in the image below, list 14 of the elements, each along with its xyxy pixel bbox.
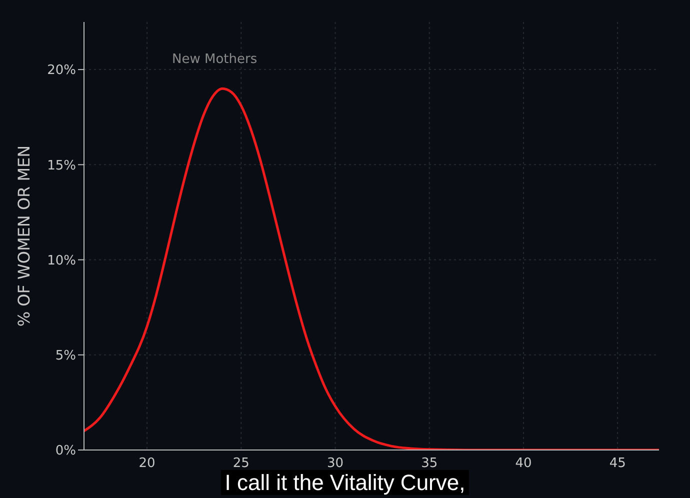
- y-tick-label: 10%: [47, 253, 76, 268]
- y-tick-label: 0%: [55, 444, 76, 459]
- x-tick-label: 25: [232, 456, 250, 472]
- x-tick-label: 45: [609, 456, 626, 472]
- x-tick-label: 20: [138, 456, 156, 472]
- y-axis-title: % OF WOMEN OR MEN: [14, 145, 34, 327]
- x-tick-label: 40: [515, 456, 532, 472]
- text: I call it the Vitality Curve,: [220, 470, 470, 495]
- annotation: New Mothers: [172, 52, 258, 67]
- x-tick-label: 35: [421, 456, 438, 472]
- y-tick-label: 15%: [47, 158, 76, 174]
- x-tick-label: 30: [326, 456, 344, 472]
- y-tick-label: 20%: [47, 63, 76, 78]
- y-tick-label: 5%: [55, 348, 76, 364]
